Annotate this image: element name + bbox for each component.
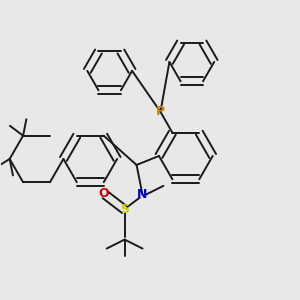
- Text: S: S: [120, 203, 129, 216]
- Text: O: O: [98, 187, 109, 200]
- Text: P: P: [156, 105, 165, 118]
- Text: N: N: [137, 188, 148, 201]
